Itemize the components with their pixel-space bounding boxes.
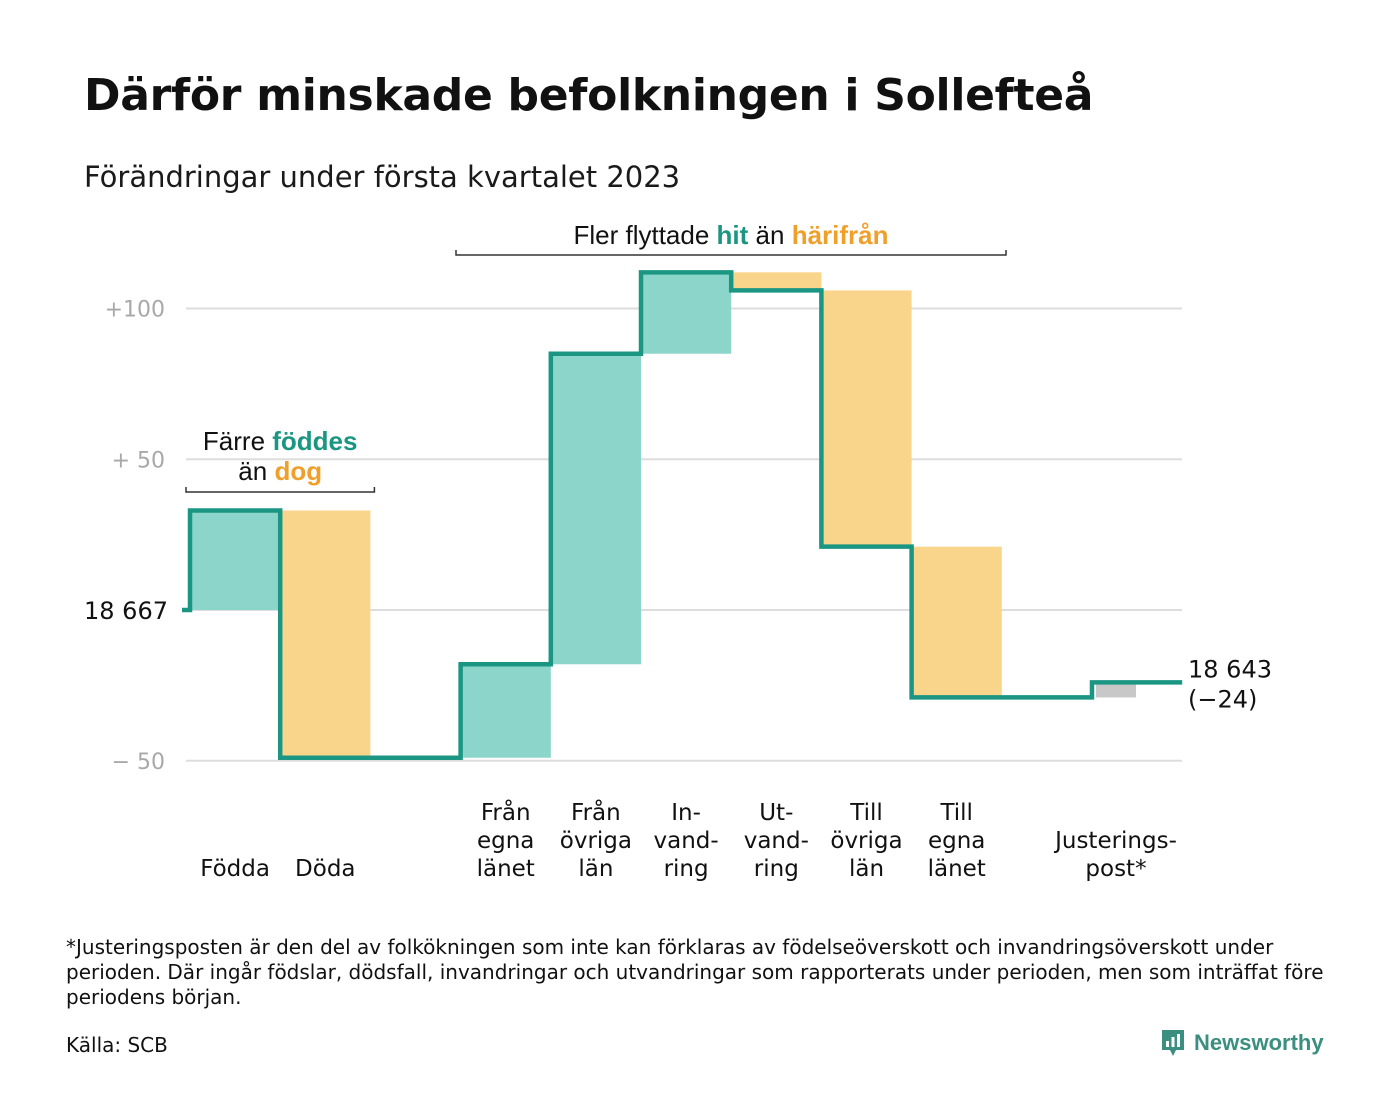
annotation-text: Fler flyttade hit än härifrån [573,220,888,250]
waterfall-bar [821,290,912,547]
category-label: länet [477,856,535,882]
label-layer: +100 + 50 − 50 18 667 18 643(−24) Födda Döda Fr… [84,220,1272,882]
footnote: *Justeringsposten är den del av folkökni… [66,935,1324,1009]
category-label: Från [481,798,531,826]
category-label: vand- [744,828,809,854]
category-label: Döda [295,856,355,882]
category-label: In- [671,800,701,826]
category-label: län [578,856,613,882]
category-label: ring [754,856,799,882]
category-label: län [849,856,884,882]
newsworthy-logo[interactable]: Newsworthy [1160,1028,1324,1058]
source-label: Källa: SCB [66,1033,168,1057]
category-label: Födda [200,856,270,882]
chart-subtitle: Förändringar under första kvartalet 2023 [84,160,681,194]
category-label: egna [477,828,534,854]
category-label: Justerings- [1053,828,1177,854]
y-tick-label: + 50 [112,448,165,473]
category-label: ring [664,856,709,882]
category-label: övriga [560,828,632,854]
category-label: egna [928,828,985,854]
category-label: övriga [830,828,902,854]
category-label: Från [571,798,621,826]
category-label: Ut- [759,800,793,826]
annotation-part: än [748,220,791,250]
bar-layer [190,272,1136,758]
waterfall-bar [550,353,641,665]
start-value-label: 18 667 [84,597,168,625]
end-value-label: 18 643 [1188,655,1272,683]
waterfall-bar [190,510,281,610]
annotation-text: Färre föddes [203,426,358,456]
waterfall-bar [641,272,732,354]
annotation-part: härifrån [792,220,889,250]
annotation-bracket [185,487,376,493]
waterfall-bar [280,510,371,758]
annotation-part: hit [717,220,749,250]
annotation-part: föddes [272,426,357,456]
annotation-text: än dog [238,456,322,486]
annotation-part: dog [274,456,322,486]
y-tick-label: +100 [105,298,165,323]
y-tick-label: − 50 [112,750,165,775]
category-label: Till [939,800,973,826]
waterfall-chart: +100 + 50 − 50 18 667 18 643(−24) Födda Döda Fr… [84,220,1272,882]
annotation-part: än [238,456,274,486]
waterfall-bar [731,272,822,291]
annotation-part: Färre [203,426,272,456]
chart-title: Därför minskade befolkningen i Sollefteå [84,70,1094,121]
logo-text: Newsworthy [1194,1030,1324,1055]
line-layer [182,270,1183,760]
waterfall-bar [1096,682,1136,698]
annotation-bracket [455,250,1007,256]
waterfall-bar [460,664,551,758]
annotation-part: Fler flyttade [573,220,716,250]
category-label: vand- [654,828,719,854]
category-label: post* [1085,856,1146,882]
running-total-line [182,270,1183,760]
newsworthy-logo-icon [1162,1030,1184,1056]
category-label: Till [849,800,883,826]
waterfall-bar [911,546,1002,698]
end-change-label: (−24) [1188,685,1257,713]
category-label: länet [928,856,986,882]
